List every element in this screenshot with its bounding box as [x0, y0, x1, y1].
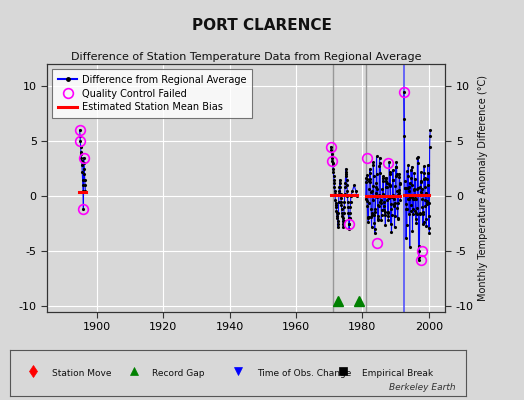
Text: Record Gap: Record Gap	[152, 368, 204, 378]
Legend: Difference from Regional Average, Quality Control Failed, Estimated Station Mean: Difference from Regional Average, Qualit…	[52, 69, 253, 118]
Y-axis label: Monthly Temperature Anomaly Difference (°C): Monthly Temperature Anomaly Difference (…	[478, 75, 488, 301]
Text: Berkeley Earth: Berkeley Earth	[389, 383, 456, 392]
Title: Difference of Station Temperature Data from Regional Average: Difference of Station Temperature Data f…	[71, 52, 421, 62]
Text: PORT CLARENCE: PORT CLARENCE	[192, 18, 332, 33]
Text: Station Move: Station Move	[51, 368, 111, 378]
Text: Empirical Break: Empirical Break	[362, 368, 433, 378]
Text: Time of Obs. Change: Time of Obs. Change	[257, 368, 351, 378]
